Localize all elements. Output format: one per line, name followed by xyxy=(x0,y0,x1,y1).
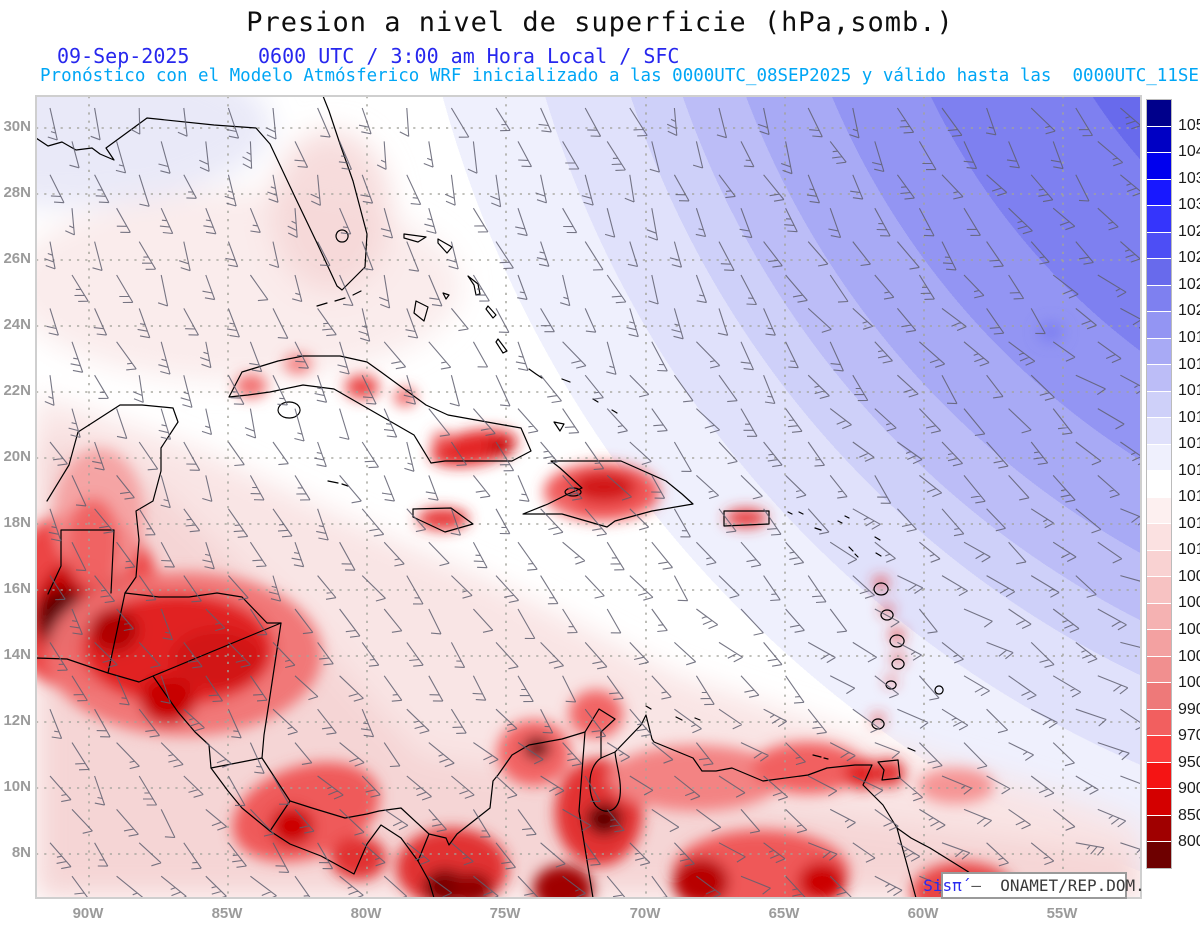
colorbar-label: 950 xyxy=(1178,753,1200,771)
colorbar-cell xyxy=(1147,205,1171,232)
colorbar-cell xyxy=(1147,708,1171,736)
page-title: Presion a nivel de superficie (hPa,somb.… xyxy=(246,7,954,38)
lon-label: 65W xyxy=(768,905,800,922)
colorbar-cell xyxy=(1147,470,1171,497)
org-label: ONAMET/REP.DOM. xyxy=(1000,876,1145,895)
colorbar-cell xyxy=(1147,152,1171,179)
colorbar-label: 1040 xyxy=(1178,143,1200,161)
app-name-label: Sisπ́ xyxy=(923,876,962,895)
lat-label: 18N xyxy=(3,514,31,531)
colorbar-label: 1006 xyxy=(1178,594,1200,612)
colorbar-cell xyxy=(1147,364,1171,391)
colorbar-cell xyxy=(1147,655,1171,683)
colorbar-cell xyxy=(1147,841,1171,868)
map-canvas xyxy=(35,95,1142,899)
colorbar-cell xyxy=(1147,311,1171,338)
colorbar-cell xyxy=(1147,761,1171,789)
lon-label: 55W xyxy=(1046,905,1078,922)
coastlines xyxy=(36,96,1004,898)
colorbar-label: 970 xyxy=(1178,727,1200,745)
colorbar-cell xyxy=(1147,814,1171,842)
colorbar-label: 1015 xyxy=(1178,435,1200,453)
valid-time-label: 0600 UTC / 3:00 am Hora Local / SFC xyxy=(258,44,680,68)
colorbar-cell xyxy=(1147,178,1171,206)
colorbar-label: 1019 xyxy=(1178,328,1200,346)
colorbar-cell xyxy=(1147,231,1171,259)
colorbar-cell xyxy=(1147,549,1171,577)
lon-label: 75W xyxy=(489,905,521,922)
colorbar-label: 1020 xyxy=(1178,302,1200,320)
colorbar-label: 1004 xyxy=(1178,621,1200,639)
pressure-map xyxy=(36,96,1141,898)
colorbar-label: 800 xyxy=(1178,833,1200,851)
wind-barbs xyxy=(44,107,1141,898)
lat-label: 26N xyxy=(3,250,31,267)
colorbar-label: 1012 xyxy=(1178,514,1200,532)
colorbar-cell xyxy=(1147,100,1171,126)
lat-label: 22N xyxy=(3,382,31,399)
colorbar-label: 1035 xyxy=(1178,169,1200,187)
colorbar-label: 1018 xyxy=(1178,355,1200,373)
datetime-line: 09-Sep-2025 0600 UTC / 3:00 am Hora Loca… xyxy=(0,44,1200,68)
colorbar-cell xyxy=(1147,735,1171,762)
colorbar-label: 1013 xyxy=(1178,488,1200,506)
colorbar-label: 1028 xyxy=(1178,222,1200,240)
colorbar-cell xyxy=(1147,125,1171,153)
branding-box: Sisπ́ – ONAMET/REP.DOM. xyxy=(923,872,1145,899)
lat-label: 14N xyxy=(3,646,31,663)
map-frame xyxy=(36,96,1141,898)
colorbar-cell xyxy=(1147,337,1171,365)
lat-label: 24N xyxy=(3,316,31,333)
colorbar-cell xyxy=(1147,523,1171,550)
colorbar-cell xyxy=(1147,788,1171,815)
colorbar-label: 1008 xyxy=(1178,567,1200,585)
colorbar-label: 1014 xyxy=(1178,461,1200,479)
lat-label: 8N xyxy=(11,844,31,861)
colorbar-label: 850 xyxy=(1178,806,1200,824)
colorbar-cell xyxy=(1147,629,1171,656)
colorbar-cell xyxy=(1147,417,1171,444)
colorbar-label: 1030 xyxy=(1178,196,1200,214)
colorbar-label: 1000 xyxy=(1178,674,1200,692)
colorbar-cell xyxy=(1147,284,1171,312)
colorbar-cell xyxy=(1147,258,1171,285)
lat-label: 10N xyxy=(3,778,31,795)
lon-label: 60W xyxy=(907,905,939,922)
colorbar-label: 1017 xyxy=(1178,382,1200,400)
colorbar-cell xyxy=(1147,602,1171,630)
date-label: 09-Sep-2025 xyxy=(57,44,190,68)
colorbar-label: 900 xyxy=(1178,780,1200,798)
pressure-colorbar xyxy=(1146,99,1172,869)
lat-label: 16N xyxy=(3,580,31,597)
thermal-low-cores xyxy=(36,322,1064,898)
lon-label: 85W xyxy=(211,905,243,922)
colorbar-label: 1016 xyxy=(1178,408,1200,426)
lon-label: 90W xyxy=(72,905,104,922)
forecast-model-line: Pronóstico con el Modelo Atmósferico WRF… xyxy=(40,66,1200,86)
colorbar-label: 990 xyxy=(1178,700,1200,718)
lat-label: 12N xyxy=(3,712,31,729)
colorbar-cell xyxy=(1147,496,1171,524)
colorbar-cell xyxy=(1147,443,1171,471)
branding-dash: – xyxy=(971,876,982,895)
lon-label: 70W xyxy=(629,905,661,922)
colorbar-label: 1002 xyxy=(1178,647,1200,665)
colorbar-cell xyxy=(1147,682,1171,709)
lat-label: 28N xyxy=(3,184,31,201)
lon-label: 80W xyxy=(350,905,382,922)
colorbar-cell xyxy=(1147,576,1171,603)
lat-label: 20N xyxy=(3,448,31,465)
colorbar-label: 1022 xyxy=(1178,275,1200,293)
lat-label: 30N xyxy=(3,118,31,135)
colorbar-label: 1050 xyxy=(1178,116,1200,134)
colorbar-label: 1025 xyxy=(1178,249,1200,267)
colorbar-cell xyxy=(1147,390,1171,418)
